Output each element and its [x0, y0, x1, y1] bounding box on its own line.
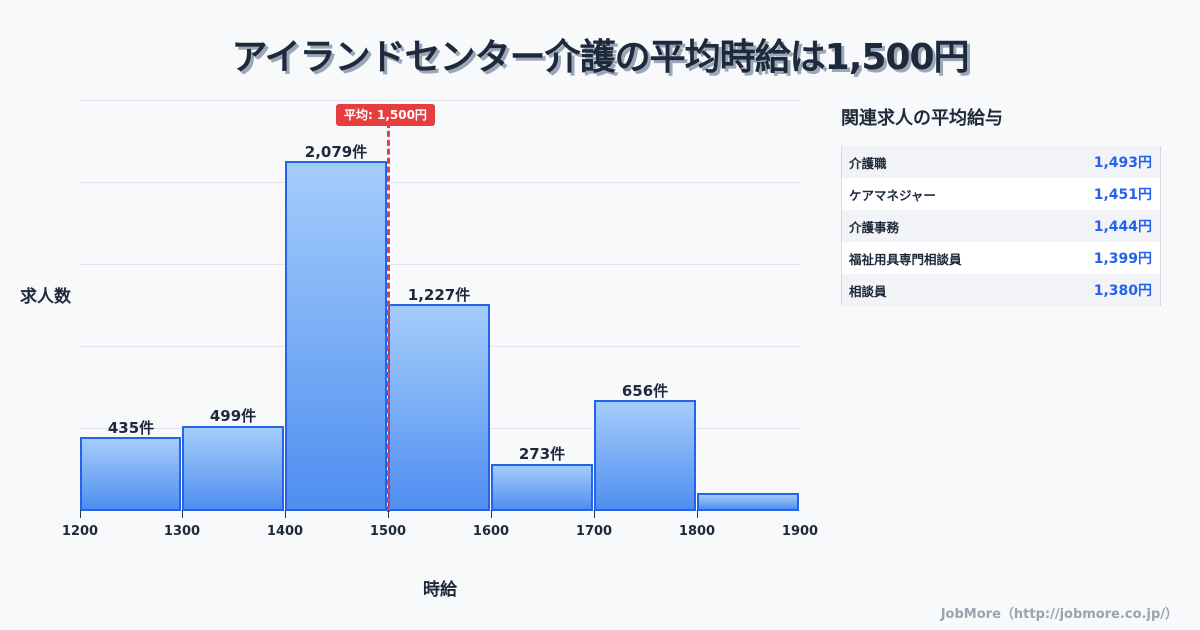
- x-tick-label: 1600: [472, 524, 510, 539]
- footer-credit: JobMore（http://jobmore.co.jp/）: [940, 607, 1178, 622]
- histogram-bar: [285, 161, 387, 511]
- x-tick: [285, 510, 286, 518]
- bar-value-label: 1,227件: [407, 286, 471, 304]
- histogram-bar: [697, 493, 799, 511]
- bar-value-label: 656件: [621, 382, 669, 400]
- related-job-row: 福祉用具専門相談員 1,399円: [842, 242, 1160, 274]
- job-name: ケアマネジャー: [849, 187, 936, 203]
- x-tick-label: 1900: [781, 524, 819, 539]
- bar-value-label: 499件: [209, 407, 257, 425]
- related-job-row: ケアマネジャー 1,451円: [842, 178, 1160, 210]
- histogram-chart: 求人数 435件 499件 2,079件 1,227件 273件 656件 平均…: [20, 100, 819, 600]
- histogram-bar: [491, 464, 593, 511]
- x-tick: [491, 510, 492, 518]
- job-wage: 1,399円: [1093, 251, 1152, 267]
- gridline: [80, 182, 800, 183]
- job-wage: 1,451円: [1093, 187, 1152, 203]
- y-axis-label: 求人数: [20, 287, 71, 307]
- related-jobs-table: 介護職 1,493円 ケアマネジャー 1,451円 介護事務 1,444円 福祉…: [841, 146, 1161, 306]
- x-tick-label: 1700: [575, 524, 613, 539]
- bar-value-label: 435件: [107, 419, 155, 437]
- histogram-bar: [182, 426, 284, 511]
- x-tick: [182, 510, 183, 518]
- x-tick: [594, 510, 595, 518]
- x-tick: [388, 510, 389, 518]
- x-tick-label: 1500: [369, 524, 407, 539]
- bar-value-label: 273件: [518, 445, 566, 463]
- job-name: 相談員: [849, 283, 887, 299]
- gridline: [80, 100, 800, 101]
- histogram-bar: [80, 437, 181, 511]
- related-job-row: 相談員 1,380円: [842, 274, 1160, 306]
- gridline: [80, 264, 800, 265]
- histogram-bar: [388, 304, 490, 511]
- job-name: 福祉用具専門相談員: [849, 251, 962, 267]
- x-tick-label: 1400: [266, 524, 304, 539]
- x-tick: [80, 510, 81, 518]
- job-wage: 1,444円: [1093, 219, 1152, 235]
- bar-value-label: 2,079件: [304, 143, 368, 161]
- related-jobs-title: 関連求人の平均給与: [841, 108, 1003, 129]
- x-tick-label: 1200: [61, 524, 99, 539]
- x-tick-label: 1300: [163, 524, 201, 539]
- x-axis-label: 時給: [423, 580, 457, 600]
- related-job-row: 介護職 1,493円: [842, 146, 1160, 178]
- average-badge: 平均: 1,500円: [336, 104, 435, 126]
- x-tick-label: 1800: [678, 524, 716, 539]
- job-wage: 1,380円: [1093, 283, 1152, 299]
- x-tick: [697, 510, 698, 518]
- job-name: 介護職: [849, 155, 887, 171]
- job-wage: 1,493円: [1093, 155, 1152, 171]
- average-line: [387, 122, 390, 512]
- histogram-bar: [594, 400, 696, 511]
- related-job-row: 介護事務 1,444円: [842, 210, 1160, 242]
- job-name: 介護事務: [849, 219, 900, 235]
- page-title: アイランドセンター介護の平均時給は1,500円: [231, 37, 969, 78]
